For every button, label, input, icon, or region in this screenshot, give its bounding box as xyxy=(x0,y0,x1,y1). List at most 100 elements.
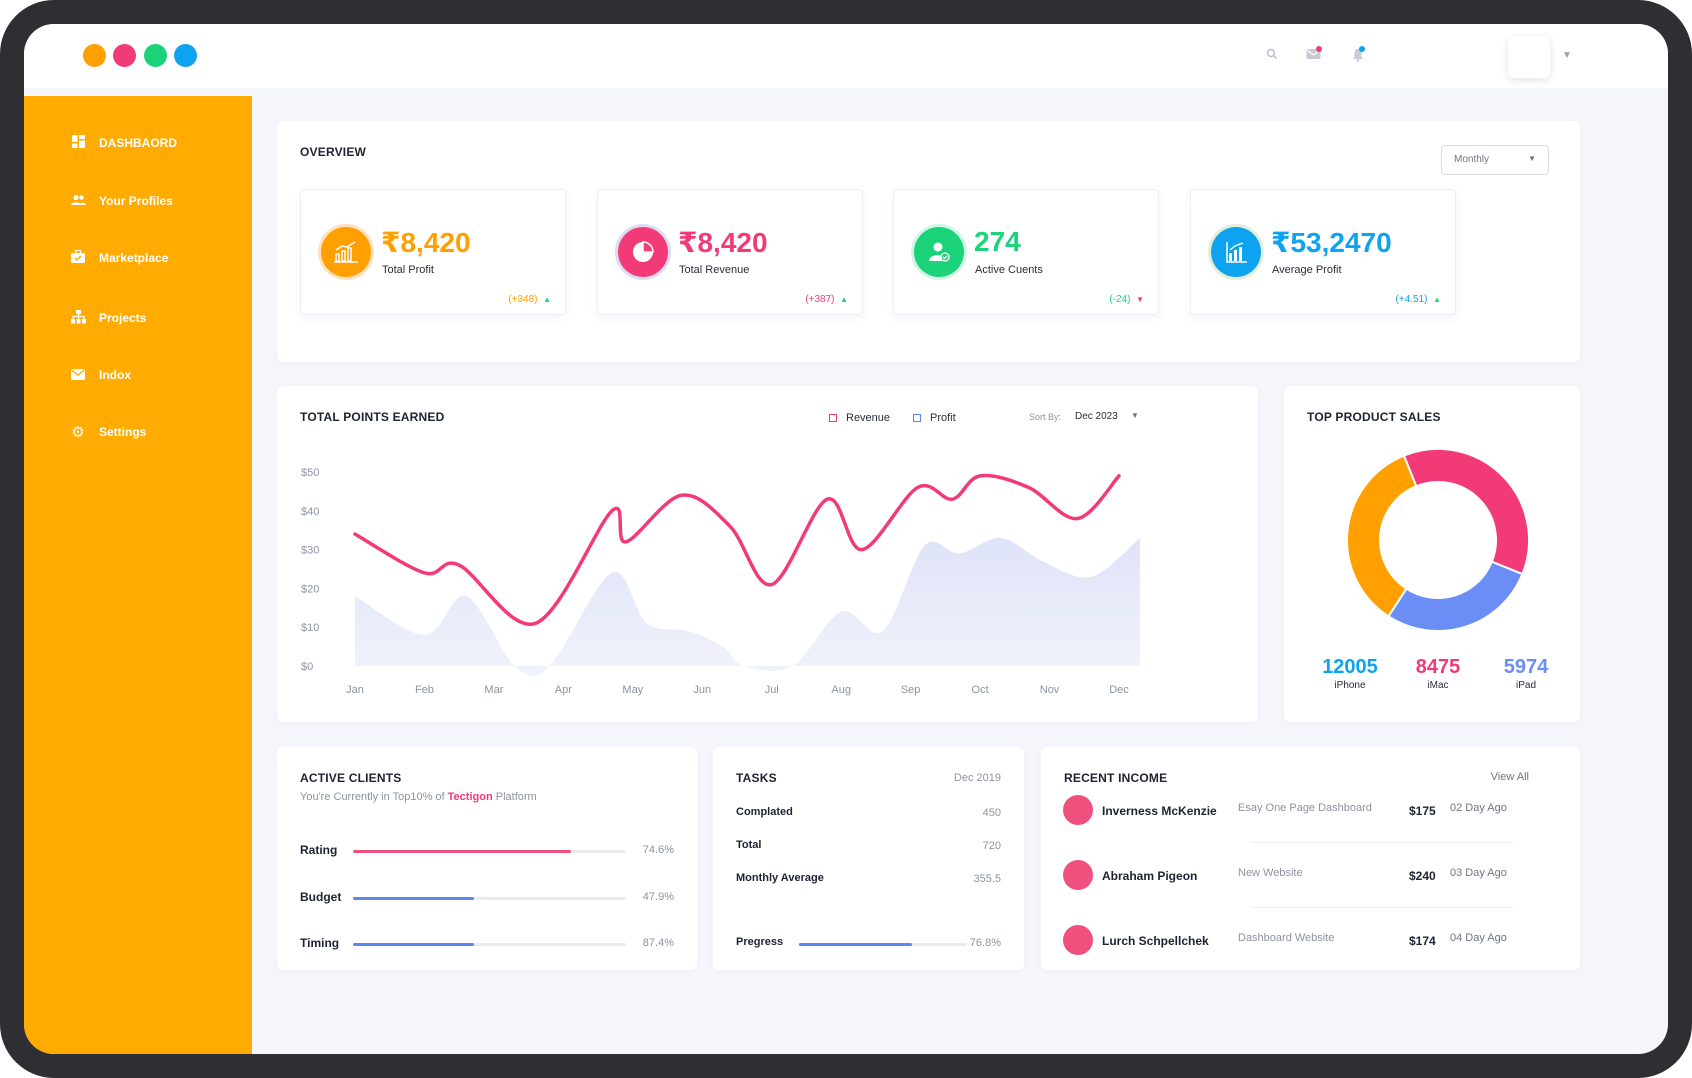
window-dot-orange xyxy=(83,44,106,67)
points-line-chart: $0 $10 $20 $30 $40 $50 Jan Feb Mar Apr May Jun Jul Au… xyxy=(301,467,1140,696)
stat-delta: (-24) ▼ xyxy=(1109,294,1144,305)
task-row-label: Monthly Average xyxy=(736,872,824,884)
income-project: Dashboard Website xyxy=(1238,932,1335,944)
bell-icon[interactable] xyxy=(1352,46,1365,65)
income-row[interactable]: Abraham Pigeon New Website $240 03 Day A… xyxy=(1063,858,1513,894)
y-tick-label: $10 xyxy=(301,622,319,634)
income-row[interactable]: Lurch Schpellchek Dashboard Website $174… xyxy=(1063,923,1513,959)
stat-label: Total Profit xyxy=(382,264,434,276)
tasks-progress-fill xyxy=(799,943,912,946)
stat-card-total-profit: ₹8,420 Total Profit (+348) ▲ xyxy=(300,189,566,315)
search-icon[interactable] xyxy=(1266,48,1278,63)
period-select[interactable]: Monthly ▼ xyxy=(1441,145,1549,175)
sidebar-item-label: Marketplace xyxy=(99,251,169,265)
legend-swatch-profit xyxy=(913,414,921,422)
stat-delta: (+4.51) ▲ xyxy=(1395,294,1441,305)
sort-by-select[interactable]: Dec 2023 xyxy=(1075,411,1118,422)
x-tick-label: Nov xyxy=(1040,684,1060,696)
pie-chart-icon xyxy=(618,227,668,277)
sidebar-item-label: Settings xyxy=(99,425,147,439)
sidebar-item-profiles[interactable]: Your Profiles xyxy=(69,191,173,211)
donut-label-imac: iMac xyxy=(1427,680,1449,691)
income-name: Abraham Pigeon xyxy=(1102,869,1198,883)
x-tick-label: Jan xyxy=(346,684,364,696)
active-clients-subtitle: You're Currently in Top10% of Tectigon P… xyxy=(300,791,537,803)
sidebar: DASHBAORD Your Profiles Marketplace Proj… xyxy=(24,96,252,1054)
income-time: 04 Day Ago xyxy=(1450,932,1507,944)
y-tick-label: $0 xyxy=(301,661,313,673)
income-row[interactable]: Inverness McKenzie Esay One Page Dashboa… xyxy=(1063,793,1513,829)
bar-chart-icon xyxy=(321,227,371,277)
rating-bar xyxy=(353,850,626,853)
stat-card-average-profit: ₹53,2470 Average Profit (+4.51) ▲ xyxy=(1190,189,1456,315)
legend-revenue[interactable]: Revenue xyxy=(829,412,890,424)
active-clients-title: ACTIVE CLIENTS xyxy=(300,771,402,785)
envelope-icon xyxy=(69,368,87,383)
overview-card: OVERVIEW Monthly ▼ ₹8,420 Total Profit (… xyxy=(277,121,1580,362)
points-chart-card: TOTAL POINTS EARNED Revenue Profit Sort … xyxy=(277,386,1258,722)
sidebar-item-marketplace[interactable]: Marketplace xyxy=(69,248,168,268)
rating-value: 74.6% xyxy=(642,844,674,856)
x-tick-label: Oct xyxy=(972,684,989,696)
x-tick-label: May xyxy=(622,684,643,696)
tasks-card: TASKS Dec 2019 Complated 450 Total 720 M… xyxy=(713,747,1024,970)
progress-label: Pregress xyxy=(736,936,784,948)
window-dot-pink xyxy=(113,44,136,67)
income-project: Esay One Page Dashboard xyxy=(1238,802,1372,814)
chevron-up-icon: ▲ xyxy=(1433,295,1441,304)
sidebar-item-dashboard[interactable]: DASHBAORD xyxy=(69,133,177,153)
points-chart-title: TOTAL POINTS EARNED xyxy=(300,410,445,424)
legend-label: Profit xyxy=(930,412,956,424)
budget-bar-fill xyxy=(353,897,474,900)
chevron-down-icon[interactable]: ▼ xyxy=(1562,50,1572,61)
chevron-down-icon: ▼ xyxy=(1136,295,1144,304)
legend-label: Revenue xyxy=(846,412,891,424)
chevron-up-icon: ▲ xyxy=(840,295,848,304)
sidebar-item-settings[interactable]: ⚙ Settings xyxy=(69,422,146,442)
income-project: New Website xyxy=(1238,867,1303,879)
task-row-value: 450 xyxy=(982,807,1001,819)
window-dot-blue xyxy=(174,44,197,67)
donut-slice-ipad[interactable] xyxy=(1387,560,1524,632)
budget-bar xyxy=(353,897,626,900)
recent-income-title: RECENT INCOME xyxy=(1064,771,1168,785)
user-avatar[interactable] xyxy=(1508,36,1550,78)
recent-income-card: RECENT INCOME View All Inverness McKenzi… xyxy=(1041,747,1580,970)
donut-value-imac: 8475 xyxy=(1415,656,1461,678)
donut-slice-iphone[interactable] xyxy=(1346,454,1418,618)
rating-label: Rating xyxy=(300,843,338,857)
avatar xyxy=(1063,860,1093,890)
sidebar-item-projects[interactable]: Projects xyxy=(69,308,146,328)
stat-label: Active Cuents xyxy=(975,264,1043,276)
x-tick-label: Jun xyxy=(693,684,711,696)
revenue-line-series xyxy=(353,473,1121,626)
sidebar-item-inbox[interactable]: Indox xyxy=(69,365,131,385)
tasks-title: TASKS xyxy=(736,771,777,785)
income-time: 02 Day Ago xyxy=(1450,802,1507,814)
stat-value: ₹8,420 xyxy=(381,227,471,258)
budget-label: Budget xyxy=(300,890,342,904)
bell-notification-dot xyxy=(1359,46,1365,52)
task-row-label: Complated xyxy=(736,806,793,818)
stat-delta: (+348) ▲ xyxy=(508,294,551,305)
brand-name[interactable]: Tectigon xyxy=(447,791,493,803)
avatar xyxy=(1063,925,1093,955)
legend-profit[interactable]: Profit xyxy=(913,412,956,424)
rating-bar-fill xyxy=(353,850,572,853)
x-tick-label: Jul xyxy=(765,684,779,696)
mail-icon[interactable] xyxy=(1306,46,1322,63)
sidebar-item-label: Indox xyxy=(99,368,131,382)
stat-value: ₹8,420 xyxy=(678,227,768,258)
active-clients-card: ACTIVE CLIENTS You're Currently in Top10… xyxy=(277,747,697,970)
chevron-down-icon[interactable]: ▼ xyxy=(1131,411,1139,420)
x-tick-label: Mar xyxy=(484,684,503,696)
dashboard-icon xyxy=(69,135,87,151)
tasks-progress-bar xyxy=(799,943,967,946)
income-amount: $240 xyxy=(1409,869,1436,883)
mail-notification-dot xyxy=(1316,46,1322,52)
divider xyxy=(1251,842,1514,843)
donut-slice-imac[interactable] xyxy=(1402,448,1530,576)
view-all-link[interactable]: View All xyxy=(1490,771,1529,783)
x-tick-label: Feb xyxy=(415,684,434,696)
donut-value-iphone: 12005 xyxy=(1322,656,1378,678)
